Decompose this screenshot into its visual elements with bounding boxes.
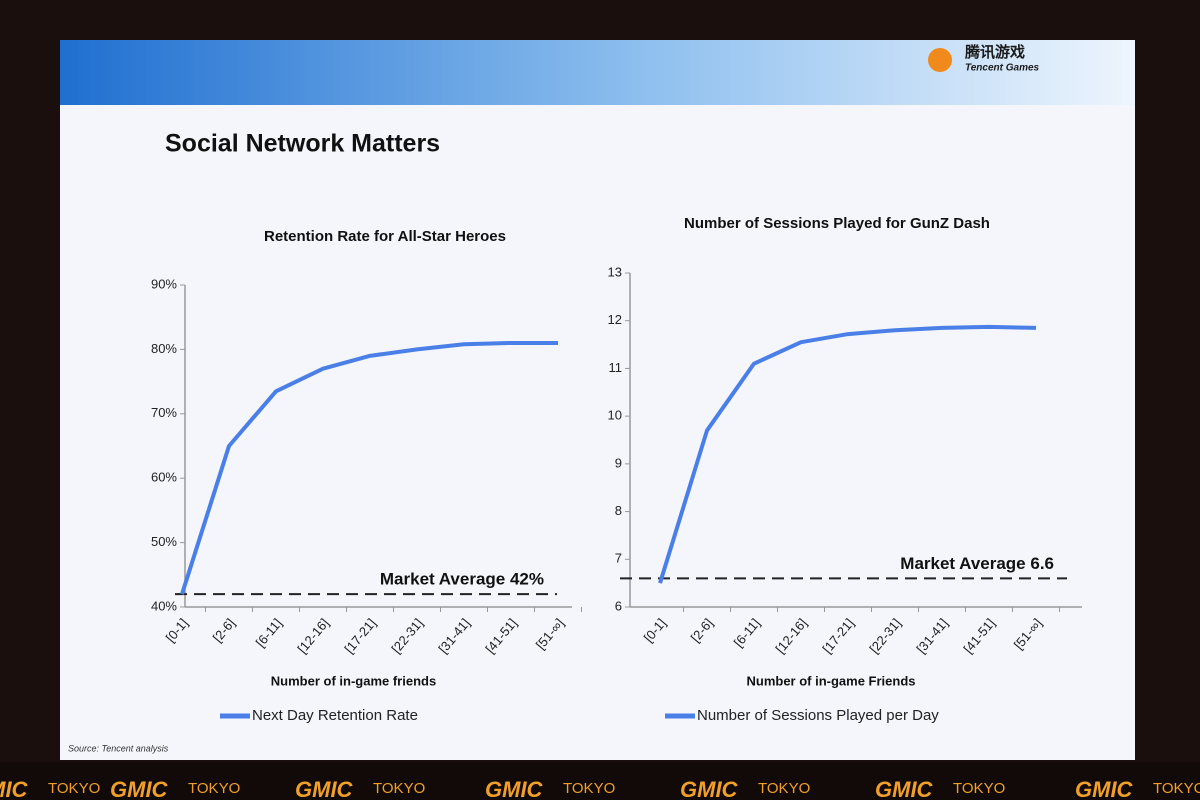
series-line [658,324,1037,584]
banner-brand: GMIC [485,777,544,800]
y-tick-label: 6 [615,598,622,613]
slide-title: Social Network Matters [165,130,440,158]
banner-brand: GMIC [1075,777,1134,800]
banner-city: TOKYO [758,780,810,797]
y-tick-label: 8 [615,503,622,518]
y-tick-label: 80% [151,341,177,356]
x-axis-title: Number of in-game Friends [746,673,915,688]
banner-city: TOKYO [953,780,1005,797]
y-tick-label: 12 [608,312,622,327]
banner-city: TOKYO [373,780,425,797]
banner-brand: GMIC [110,777,169,800]
slide [60,40,1135,760]
series-line [180,340,558,595]
y-tick-label: 10 [608,408,622,423]
source-note: Source: Tencent analysis [68,743,169,753]
banner-city: TOKYO [563,780,615,797]
banner-city: TOKYO [48,780,100,797]
chart-title: Number of Sessions Played for GunZ Dash [684,215,990,232]
reference-label: Market Average 6.6 [900,554,1054,573]
y-tick-label: 11 [609,360,623,375]
y-tick-label: 60% [151,470,177,485]
banner-city: TOKYO [1153,780,1200,797]
y-tick-label: 7 [615,551,622,566]
reference-label: Market Average 42% [380,570,544,589]
logo-cn: 腾讯游戏 [964,43,1025,61]
y-tick-label: 13 [608,264,622,279]
banner-brand: GMIC [680,777,739,800]
y-tick-label: 90% [151,276,177,291]
chart-title: Retention Rate for All-Star Heroes [264,228,506,245]
banner-city: TOKYO [188,780,240,797]
slide-header [60,40,1135,105]
y-tick-label: 40% [151,598,177,613]
banner-items: GMIC TOKYO GMIC TOKYO GMIC TOKYO GMIC TOKYO GMIC… [0,777,1200,800]
banner-brand: GMIC [0,777,29,800]
banner-brand: GMIC [875,777,934,800]
logo-mark [928,48,952,72]
logo-en: Tencent Games [965,63,1040,74]
legend-label: Number of Sessions Played per Day [697,707,939,724]
y-tick-label: 50% [151,534,177,549]
x-axis-title: Number of in-game friends [271,673,436,688]
banner [0,762,1200,800]
y-tick-label: 70% [151,405,177,420]
y-tick-label: 9 [615,455,622,470]
legend-label: Next Day Retention Rate [252,707,418,724]
banner-brand: GMIC [295,777,354,800]
